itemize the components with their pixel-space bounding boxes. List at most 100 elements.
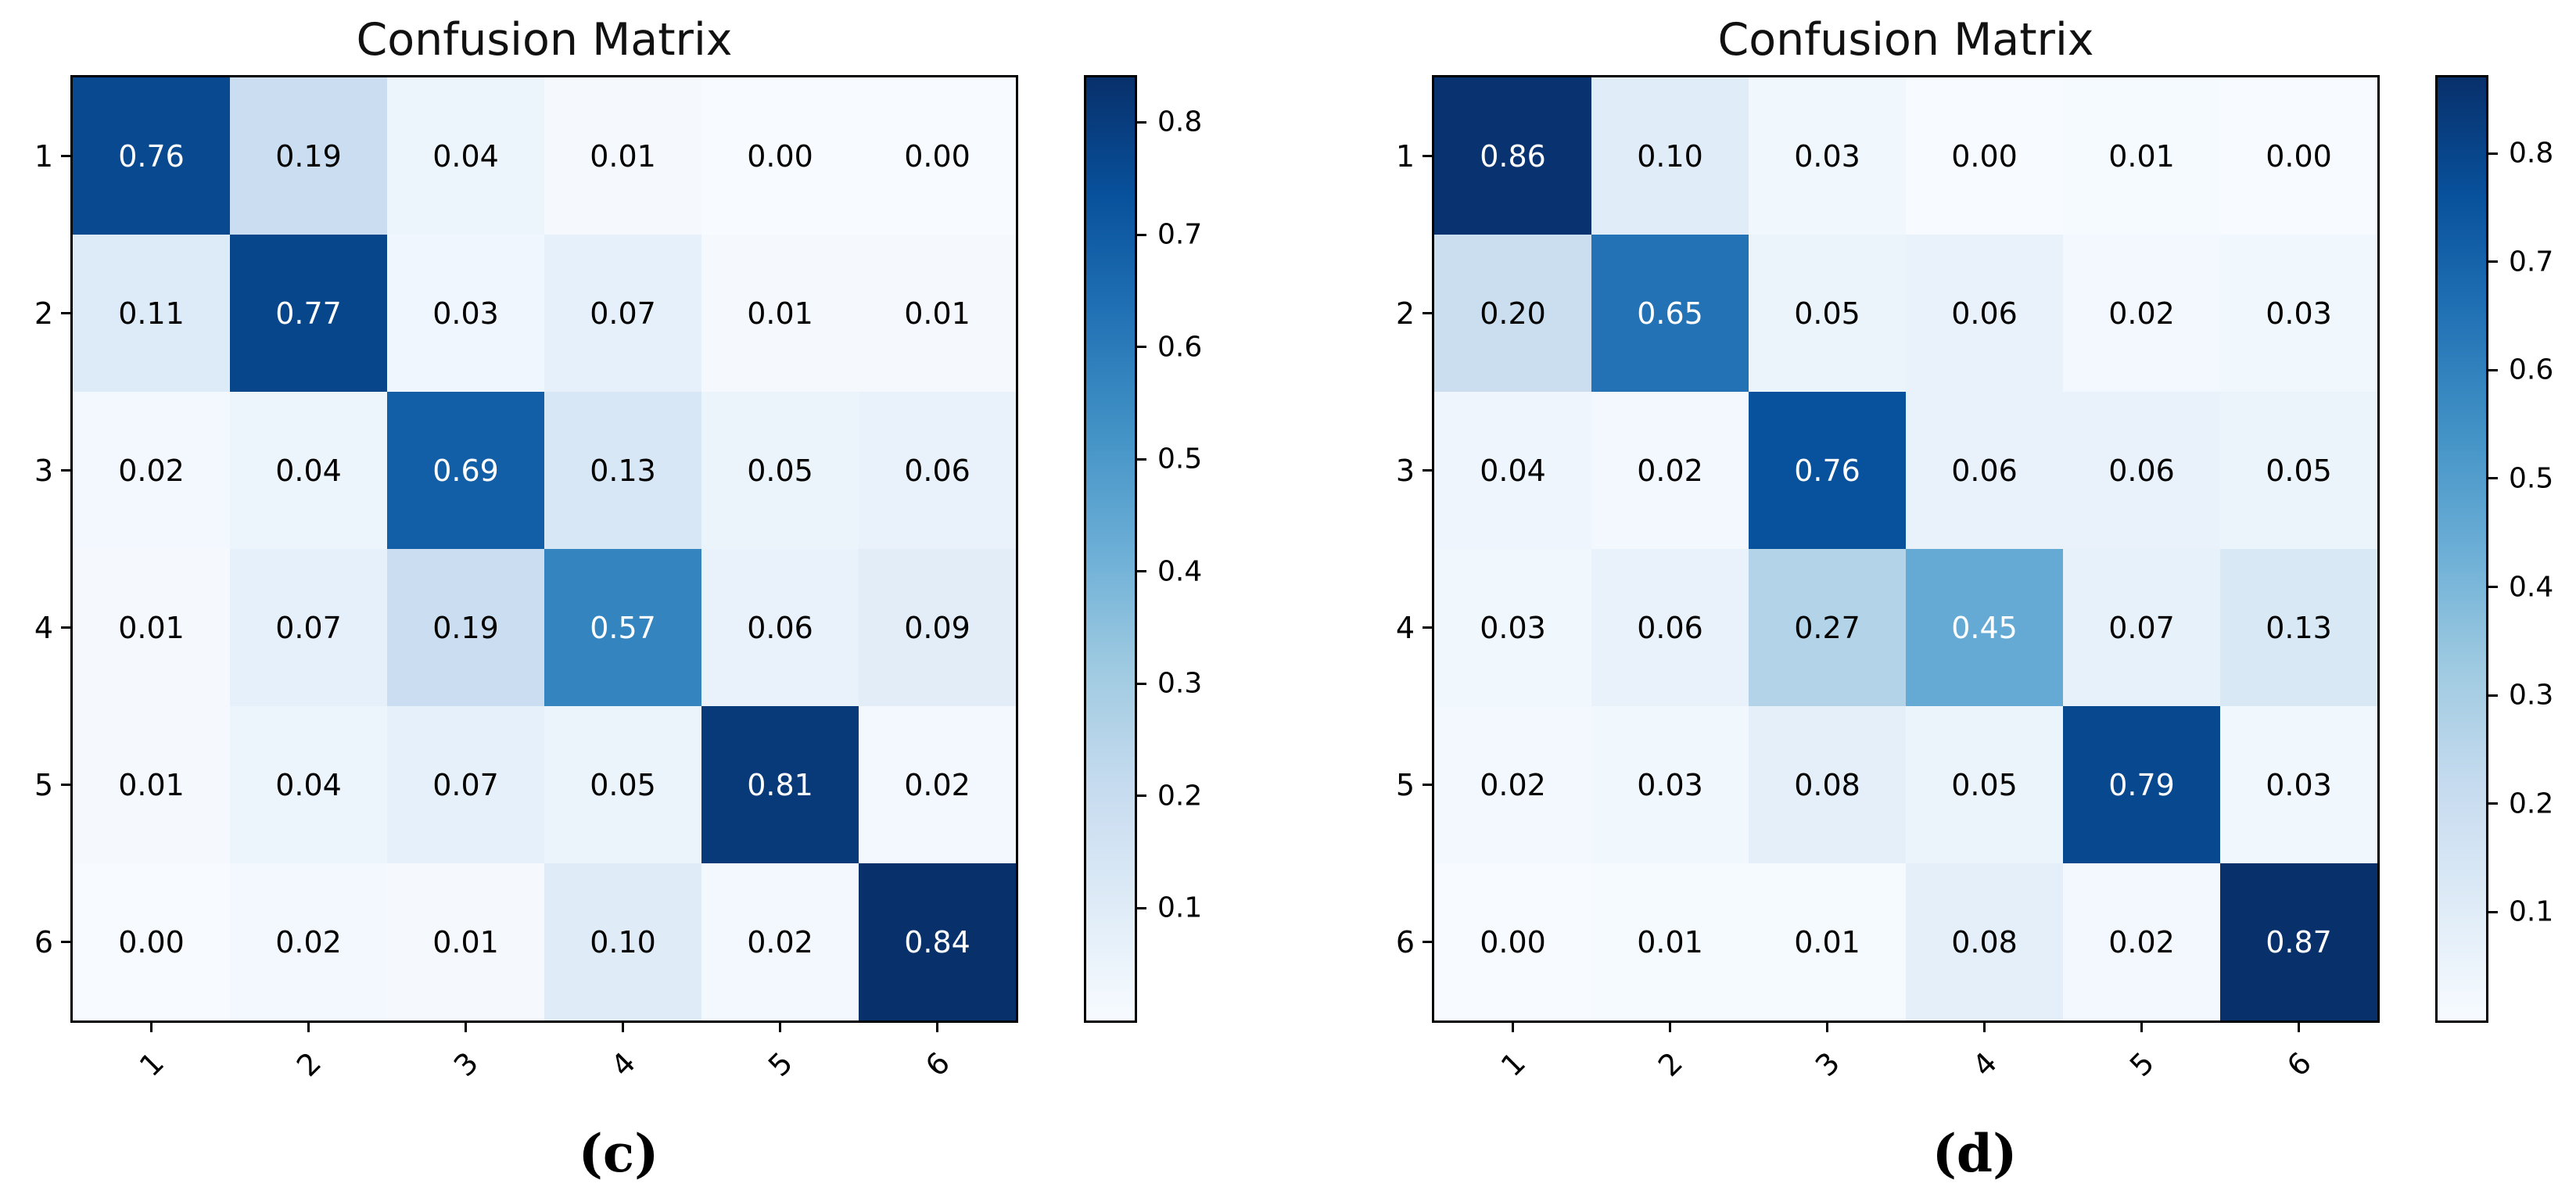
- y-axis-tick: [1423, 941, 1434, 943]
- colorbar-tick: [2486, 477, 2498, 480]
- y-axis-tick: [1423, 469, 1434, 472]
- colorbar-tick: [1135, 120, 1146, 124]
- x-tick-label: 6: [2280, 1045, 2318, 1084]
- panel-label-c: (c): [578, 1123, 659, 1184]
- heatmap-cell: 0.01: [701, 235, 859, 392]
- y-tick-label: 2: [1395, 296, 1415, 331]
- heatmap-cell: 0.02: [701, 863, 859, 1020]
- x-axis-tick: [150, 1020, 152, 1032]
- y-axis-tick: [61, 312, 73, 314]
- x-tick-label: 4: [1965, 1045, 2004, 1084]
- heatmap-cell: 0.02: [1434, 706, 1591, 863]
- heatmap-cell: 0.11: [73, 235, 230, 392]
- heatmap-cell: 0.03: [2220, 706, 2377, 863]
- y-tick-label: 4: [1395, 610, 1415, 645]
- heatmap-cell: 0.13: [2220, 549, 2377, 706]
- colorbar-tick: [1135, 570, 1146, 573]
- y-axis-tick: [61, 626, 73, 629]
- heatmap-cell: 0.00: [859, 77, 1016, 235]
- heatmap-cell: 0.06: [1906, 392, 2063, 549]
- colorbar-tick: [2486, 802, 2498, 805]
- y-tick-label: 2: [34, 296, 53, 331]
- x-tick-label: 5: [2122, 1045, 2161, 1084]
- x-axis-tick: [1826, 1020, 1828, 1032]
- heatmap-cell: 0.01: [73, 549, 230, 706]
- heatmap-cell: 0.07: [544, 235, 701, 392]
- heatmap-cell: 0.69: [387, 392, 544, 549]
- y-tick-label: 1: [1395, 138, 1415, 174]
- heatmap-cell: 0.06: [701, 549, 859, 706]
- heatmap-cell: 0.01: [544, 77, 701, 235]
- heatmap-cell: 0.45: [1906, 549, 2063, 706]
- heatmap-cell: 0.20: [1434, 235, 1591, 392]
- colorbar-tick-label: 0.5: [1157, 443, 1203, 475]
- heatmap-cell: 0.00: [1906, 77, 2063, 235]
- y-tick-label: 6: [34, 924, 53, 959]
- heatmap-cell: 0.05: [1906, 706, 2063, 863]
- heatmap-cell: 0.03: [387, 235, 544, 392]
- heatmap-cell: 0.01: [1591, 863, 1749, 1020]
- y-tick-label: 3: [1395, 453, 1415, 488]
- y-tick-label: 6: [1395, 924, 1415, 959]
- y-tick-label: 3: [34, 453, 53, 488]
- colorbar-tick-label: 0.7: [1157, 218, 1203, 251]
- heatmap-cell: 0.65: [1591, 235, 1749, 392]
- heatmap-cell: 0.10: [1591, 77, 1749, 235]
- colorbar-tick-label: 0.6: [1157, 331, 1203, 364]
- heatmap-cell: 0.07: [2063, 549, 2220, 706]
- colorbar: [1084, 75, 1137, 1023]
- y-axis-tick: [61, 784, 73, 786]
- colorbar-tick: [2486, 586, 2498, 589]
- colorbar-tick: [2486, 260, 2498, 264]
- colorbar-tick-label: 0.4: [1157, 555, 1203, 588]
- y-tick-label: 4: [34, 610, 53, 645]
- heatmap-axes: 0.86 0.10 0.03 0.00 0.01 0.00 0.20 0.65 0.05 0.06…: [1432, 75, 2380, 1023]
- colorbar-tick-label: 0.1: [1157, 891, 1203, 924]
- colorbar-tick-label: 0.7: [2509, 246, 2554, 278]
- heatmap-cell: 0.02: [1591, 392, 1749, 549]
- heatmap-cell: 0.19: [387, 549, 544, 706]
- x-axis-tick: [2298, 1020, 2300, 1032]
- heatmap-cell: 0.02: [73, 392, 230, 549]
- x-axis-tick: [936, 1020, 938, 1032]
- heatmap-cell: 0.84: [859, 863, 1016, 1020]
- heatmap-cell: 0.81: [701, 706, 859, 863]
- colorbar-tick-label: 0.6: [2509, 353, 2554, 386]
- colorbar-tick-label: 0.2: [2509, 787, 2554, 820]
- x-axis-tick: [1512, 1020, 1514, 1032]
- heatmap-cell: 0.04: [387, 77, 544, 235]
- colorbar-tick-label: 0.1: [2509, 895, 2554, 928]
- plot-title: Confusion Matrix: [356, 14, 733, 66]
- plot-title: Confusion Matrix: [1717, 14, 2094, 66]
- colorbar-tick: [1135, 794, 1146, 798]
- heatmap-cell: 0.06: [1591, 549, 1749, 706]
- y-tick-label: 1: [34, 138, 53, 174]
- y-axis-tick: [61, 155, 73, 157]
- colorbar-tick: [1135, 346, 1146, 349]
- colorbar-tick-label: 0.5: [2509, 462, 2554, 495]
- x-tick-label: 3: [1808, 1045, 1846, 1084]
- heatmap-cell: 0.05: [701, 392, 859, 549]
- colorbar-tick-label: 0.3: [1157, 667, 1203, 700]
- colorbar-tick: [1135, 906, 1146, 909]
- heatmap-cell: 0.86: [1434, 77, 1591, 235]
- heatmap-cell: 0.01: [73, 706, 230, 863]
- colorbar-tick: [2486, 910, 2498, 913]
- heatmap-axes: 0.76 0.19 0.04 0.01 0.00 0.00 0.11 0.77 0.03 0.07…: [70, 75, 1018, 1023]
- heatmap-cell: 0.03: [1749, 77, 1906, 235]
- y-axis-tick: [1423, 784, 1434, 786]
- heatmap-cell: 0.06: [2063, 392, 2220, 549]
- colorbar-tick-label: 0.3: [2509, 679, 2554, 712]
- y-axis-tick: [61, 469, 73, 472]
- heatmap-cell: 0.02: [2063, 863, 2220, 1020]
- heatmap-cell: 0.02: [859, 706, 1016, 863]
- x-axis-tick: [779, 1020, 781, 1032]
- colorbar-tick-label: 0.4: [2509, 571, 2554, 604]
- heatmap-cell: 0.13: [544, 392, 701, 549]
- heatmap-cell: 0.79: [2063, 706, 2220, 863]
- heatmap-cell: 0.00: [701, 77, 859, 235]
- heatmap-cell: 0.07: [387, 706, 544, 863]
- y-tick-label: 5: [1395, 767, 1415, 802]
- y-axis-tick: [1423, 626, 1434, 629]
